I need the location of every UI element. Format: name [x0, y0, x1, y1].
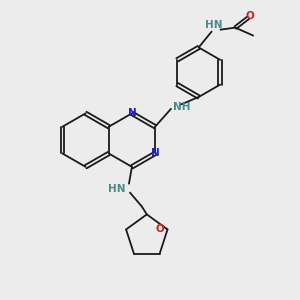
Text: O: O	[156, 224, 165, 235]
Text: HN: HN	[109, 184, 126, 194]
Text: O: O	[246, 11, 255, 21]
Text: HN: HN	[205, 20, 222, 30]
Text: NH: NH	[173, 102, 190, 112]
Text: N: N	[151, 148, 160, 158]
Text: N: N	[128, 108, 136, 118]
